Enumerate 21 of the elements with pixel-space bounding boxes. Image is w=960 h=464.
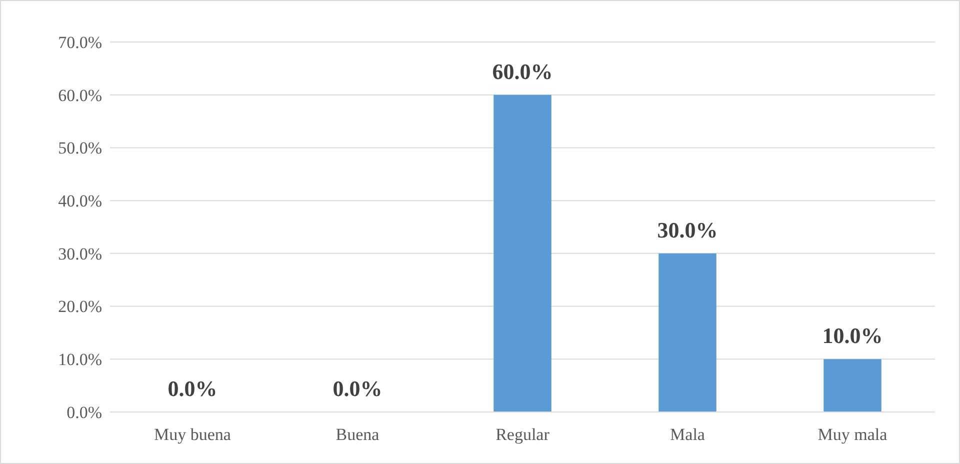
y-tick-label: 0.0% [66, 402, 102, 422]
bar [494, 94, 552, 412]
data-label: 0.0% [332, 376, 382, 401]
y-tick-label: 10.0% [58, 350, 102, 370]
bar [824, 359, 882, 412]
data-label: 10.0% [822, 323, 883, 348]
x-tick-label: Buena [336, 424, 380, 444]
y-tick-label: 40.0% [58, 192, 102, 211]
data-label: 30.0% [657, 217, 718, 242]
y-tick-label: 30.0% [58, 244, 102, 264]
y-tick-label: 50.0% [58, 138, 102, 158]
y-tick-label: 70.0% [58, 32, 102, 52]
bar [658, 253, 716, 412]
y-tick-label: 60.0% [58, 86, 102, 105]
data-label: 60.0% [492, 58, 553, 84]
x-tick-label: Mala [670, 424, 706, 444]
x-tick-label: Regular [496, 424, 550, 444]
data-label: 0.0% [168, 376, 218, 401]
x-tick-label: Muy buena [154, 424, 232, 444]
y-tick-label: 20.0% [58, 297, 102, 316]
x-tick-label: Muy mala [818, 424, 888, 444]
